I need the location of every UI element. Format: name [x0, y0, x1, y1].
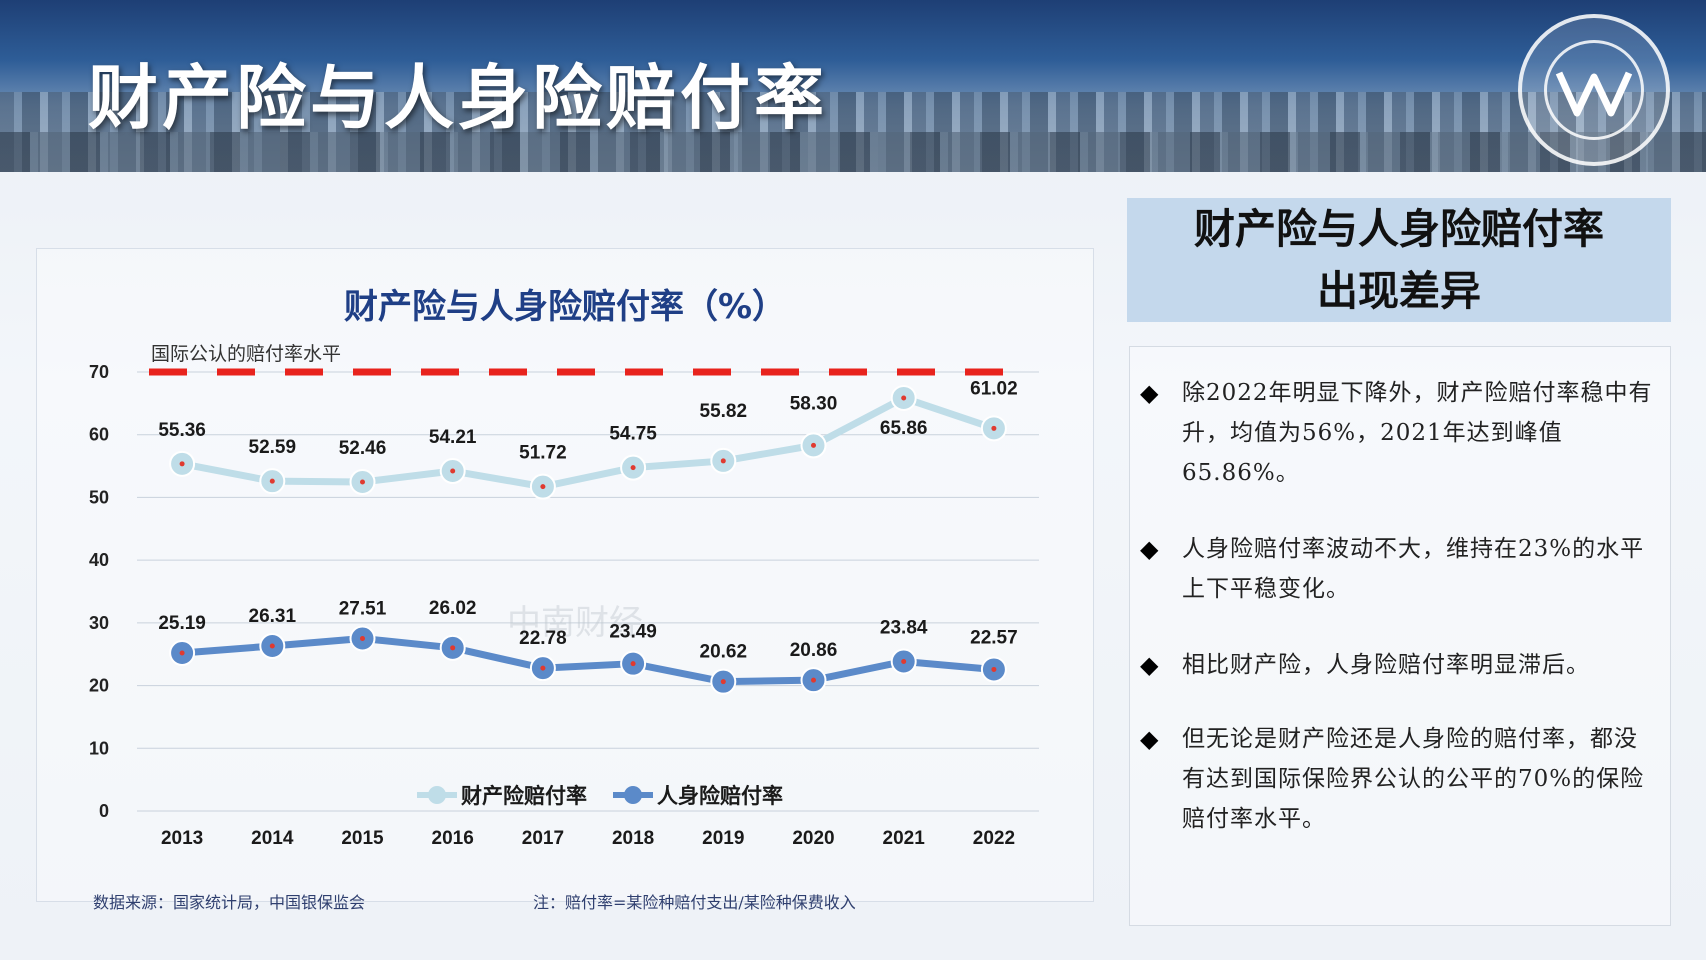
x-tick-label: 2020: [792, 828, 834, 849]
data-point-center: [991, 425, 997, 431]
x-tick-label: 2019: [702, 828, 744, 849]
x-tick-label: 2014: [251, 828, 294, 849]
bullet-text: 相比财产险，人身险赔付率明显滞后。: [1182, 652, 1590, 678]
data-label: 52.46: [339, 438, 387, 459]
data-label: 52.59: [249, 437, 297, 458]
header-banner: 财产险与人身险赔付率: [0, 0, 1706, 172]
data-label: 55.36: [158, 420, 206, 441]
y-tick-label: 30: [89, 613, 109, 633]
data-point-center: [179, 650, 185, 656]
logo-inner-ring: [1544, 40, 1644, 140]
data-label: 23.49: [609, 622, 657, 643]
sidebar-header-line2: 出现差异: [1317, 267, 1481, 315]
data-point-center: [450, 468, 456, 474]
x-tick-label: 2017: [522, 828, 564, 849]
data-point-center: [360, 635, 365, 641]
x-tick-label: 2016: [432, 828, 474, 849]
x-tick-label: 2021: [883, 828, 926, 849]
diamond-bullet-icon: ◆: [1140, 651, 1159, 679]
data-point-center: [540, 484, 546, 490]
data-label: 20.62: [700, 642, 748, 663]
data-label: 51.72: [519, 443, 567, 464]
sidebar-body: ◆ 除2022年明显下降外，财产险赔付率稳中有升，均值为56%，2021年达到峰…: [1129, 346, 1671, 926]
data-point-center: [269, 643, 275, 649]
y-tick-label: 40: [89, 550, 109, 570]
data-label: 54.21: [429, 427, 477, 448]
data-label: 23.84: [880, 617, 928, 638]
data-point-center: [901, 658, 907, 664]
data-point-center: [360, 479, 365, 485]
data-label: 65.86: [880, 418, 928, 439]
x-tick-label: 2015: [341, 828, 384, 849]
series-line: [181, 394, 996, 491]
y-tick-label: 10: [89, 738, 109, 758]
data-label: 27.51: [339, 598, 387, 619]
data-label: 58.30: [790, 393, 838, 414]
reference-line-label: 国际公认的赔付率水平: [151, 343, 341, 365]
data-point-center: [991, 666, 997, 672]
data-point-center: [630, 465, 636, 471]
diamond-bullet-icon: ◆: [1140, 535, 1159, 563]
sidebar-header: 财产险与人身险赔付率 出现差异: [1127, 198, 1671, 322]
y-tick-label: 0: [99, 801, 109, 821]
data-point-center: [450, 645, 456, 651]
data-label: 61.02: [970, 378, 1018, 399]
data-label: 25.19: [158, 613, 206, 634]
diamond-bullet-icon: ◆: [1140, 379, 1159, 407]
chart-panel: 财产险与人身险赔付率（%） 0 10 20 30 40 50 60 70 中南财经 国际公认的赔付…: [36, 248, 1094, 912]
data-label: 22.78: [519, 628, 567, 649]
data-point-center: [811, 442, 816, 448]
bullet-text: 但无论是财产险还是人身险的赔付率，都没有达到国际保险界公认的公平的70%的保险赔…: [1182, 726, 1645, 832]
bullet-text: 人身险赔付率波动不大，维持在23%的水平上下平稳变化。: [1182, 536, 1645, 602]
legend-label: 财产险赔付率: [461, 784, 587, 808]
data-point-center: [540, 665, 546, 671]
data-label: 22.57: [970, 627, 1018, 648]
line-chart: 0 10 20 30 40 50 60 70 中南财经 国际公认的赔付率水平 55.36 52.59 5…: [89, 343, 1039, 849]
source-note: 数据来源：国家统计局，中国银保监会: [93, 893, 366, 912]
sidebar-header-line1: 财产险与人身险赔付率: [1194, 205, 1604, 253]
data-point-center: [720, 458, 726, 464]
x-tick-label: 2013: [161, 828, 203, 849]
chart-title: 财产险与人身险赔付率（%）: [343, 287, 787, 327]
data-label: 54.75: [609, 424, 657, 445]
data-point-center: [720, 679, 726, 685]
x-tick-label: 2018: [612, 828, 654, 849]
watermark-text: 中南财经: [507, 603, 643, 643]
data-label: 26.31: [249, 606, 297, 627]
data-point-center: [269, 478, 275, 484]
data-point-center: [901, 395, 907, 401]
page-title: 财产险与人身险赔付率: [88, 57, 828, 139]
data-point-center: [630, 661, 636, 667]
bullet-text: 除2022年明显下降外，财产险赔付率稳中有升，均值为56%，2021年达到峰值6…: [1182, 380, 1653, 486]
data-point-center: [811, 677, 816, 683]
logo-mark-icon: [1555, 71, 1633, 117]
formula-note: 注：赔付率=某险种赔付支出/某险种保费收入: [533, 893, 856, 912]
diamond-bullet-icon: ◆: [1140, 725, 1159, 753]
data-point-center: [179, 461, 185, 467]
data-label: 55.82: [700, 401, 748, 422]
legend-marker: [428, 786, 446, 804]
logo-emblem-icon: [1518, 14, 1670, 166]
y-tick-label: 50: [89, 487, 109, 507]
data-label: 26.02: [429, 598, 477, 619]
x-tick-label: 2022: [973, 828, 1015, 849]
y-tick-label: 20: [89, 676, 109, 696]
legend-label: 人身险赔付率: [657, 784, 783, 808]
legend-marker: [624, 786, 642, 804]
y-tick-label: 70: [89, 362, 109, 382]
data-label: 20.86: [790, 640, 838, 661]
series-line: [181, 634, 995, 686]
y-tick-label: 60: [89, 425, 109, 445]
city-skyline-foreground: [0, 132, 1706, 172]
